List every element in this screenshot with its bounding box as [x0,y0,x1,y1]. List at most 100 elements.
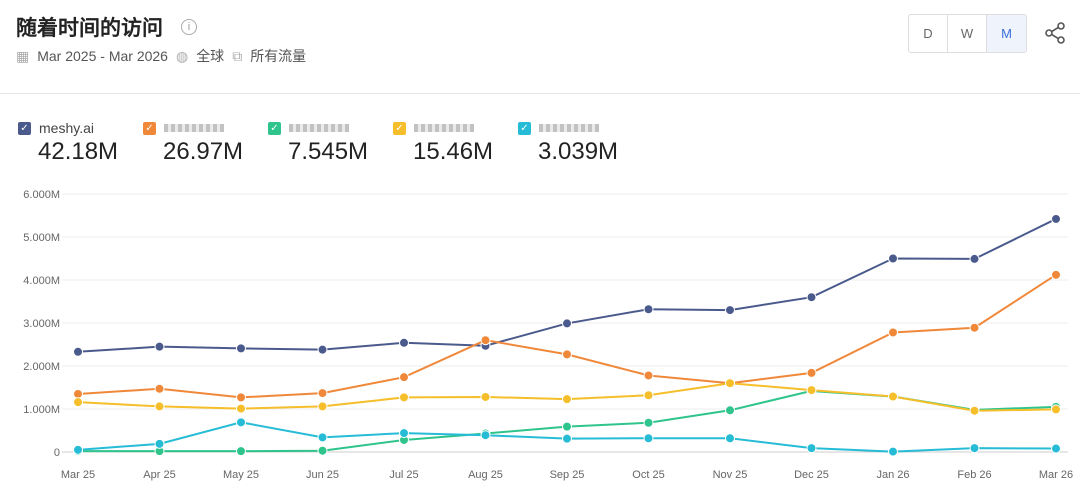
data-point[interactable] [969,322,980,333]
x-tick-label: Dec 25 [794,469,829,481]
data-point[interactable] [643,390,654,401]
legend-item[interactable]: ✓ 26.97M [143,120,268,166]
x-tick-label: Apr 25 [143,469,175,481]
data-point[interactable] [643,370,654,381]
x-tick-label: Jun 25 [306,469,339,481]
data-point[interactable] [154,383,165,394]
y-tick-label: 2.000M [23,361,60,373]
data-point[interactable] [562,433,572,444]
data-point[interactable] [480,391,491,402]
data-point[interactable] [806,292,817,303]
granularity-toggle: D W M [908,14,1027,53]
checkbox-icon[interactable]: ✓ [18,121,31,135]
data-point[interactable] [154,438,165,449]
legend-name-redacted [164,124,224,132]
data-point[interactable] [725,378,735,389]
data-point[interactable] [1051,269,1061,280]
x-tick-label: May 25 [223,469,259,481]
data-point[interactable] [643,304,654,315]
legend-total: 42.18M [38,138,119,165]
legend-total: 26.97M [163,138,244,165]
data-point[interactable] [725,405,735,416]
data-point[interactable] [480,430,491,441]
data-point[interactable] [969,253,980,264]
data-point[interactable] [73,346,83,357]
checkbox-icon[interactable]: ✓ [518,121,531,135]
data-point[interactable] [888,391,898,402]
data-point[interactable] [480,335,491,346]
data-point[interactable] [806,385,817,396]
legend-name: meshy.ai [39,120,94,136]
calendar-icon: ▦ [16,47,30,64]
data-point[interactable] [73,444,83,455]
legend-total: 7.545M [288,138,369,165]
granularity-d[interactable]: D [909,15,948,52]
share-icon[interactable] [1044,22,1066,44]
data-point[interactable] [236,446,246,457]
data-point[interactable] [154,341,165,352]
data-point[interactable] [562,349,572,360]
data-point[interactable] [154,401,165,412]
data-point[interactable] [399,428,409,439]
date-range[interactable]: Mar 2025 - Mar 2026 [37,48,168,64]
y-tick-label: 1.000M [23,404,60,416]
data-point[interactable] [888,327,898,338]
checkbox-icon[interactable]: ✓ [143,121,156,135]
data-point[interactable] [725,433,735,444]
data-point[interactable] [1051,213,1061,224]
data-point[interactable] [643,433,654,444]
data-point[interactable] [236,392,246,403]
x-tick-label: Feb 26 [957,469,991,481]
granularity-w[interactable]: W [948,15,987,52]
legend-item[interactable]: ✓ 7.545M [268,120,393,166]
y-tick-label: 3.000M [23,318,60,330]
info-icon[interactable]: i [181,19,197,35]
data-point[interactable] [806,367,817,378]
globe-icon: ◍ [175,47,189,64]
data-point[interactable] [562,421,572,432]
data-point[interactable] [888,253,898,264]
data-point[interactable] [1051,404,1061,415]
data-point[interactable] [317,344,328,355]
data-point[interactable] [73,388,83,399]
data-point[interactable] [399,337,409,348]
x-tick-label: Jan 26 [876,469,909,481]
x-tick-label: Aug 25 [468,469,503,481]
data-point[interactable] [399,372,409,383]
data-point[interactable] [236,343,246,354]
data-point[interactable] [317,401,328,412]
region[interactable]: 全球 [196,48,225,64]
data-point[interactable] [969,443,980,454]
data-point[interactable] [806,443,817,454]
filters: ▦ Mar 2025 - Mar 2026 ◍ 全球 ⧉ 所有流量 [16,46,306,66]
data-point[interactable] [643,417,654,428]
data-point[interactable] [725,305,735,316]
data-point[interactable] [317,432,328,443]
data-point[interactable] [1051,443,1061,454]
data-point[interactable] [236,403,246,414]
legend-total: 15.46M [413,138,494,165]
legend-item[interactable]: ✓ 15.46M [393,120,518,166]
traffic-icon: ⧉ [232,47,243,64]
legend-item[interactable]: ✓ 3.039M [518,120,648,166]
legend-item[interactable]: ✓ meshy.ai 42.18M [18,120,143,166]
series-line [77,274,1057,399]
data-point[interactable] [562,318,572,329]
legend-name-redacted [539,124,599,132]
data-point[interactable] [317,445,328,456]
data-point[interactable] [317,388,328,399]
traffic-type[interactable]: 所有流量 [250,48,307,64]
data-point[interactable] [73,397,83,408]
data-point[interactable] [399,392,409,403]
checkbox-icon[interactable]: ✓ [393,121,406,135]
legend: ✓ meshy.ai 42.18M ✓ 26.97M ✓ 7.545M ✓ 15.46M ✓ 3.0… [18,120,648,166]
data-point[interactable] [969,405,980,416]
checkbox-icon[interactable]: ✓ [268,121,281,135]
granularity-m[interactable]: M [987,15,1026,52]
data-point[interactable] [562,394,572,405]
y-tick-label: 6.000M [23,189,60,201]
data-point[interactable] [236,417,246,428]
data-point[interactable] [888,446,898,457]
divider [0,93,1080,94]
